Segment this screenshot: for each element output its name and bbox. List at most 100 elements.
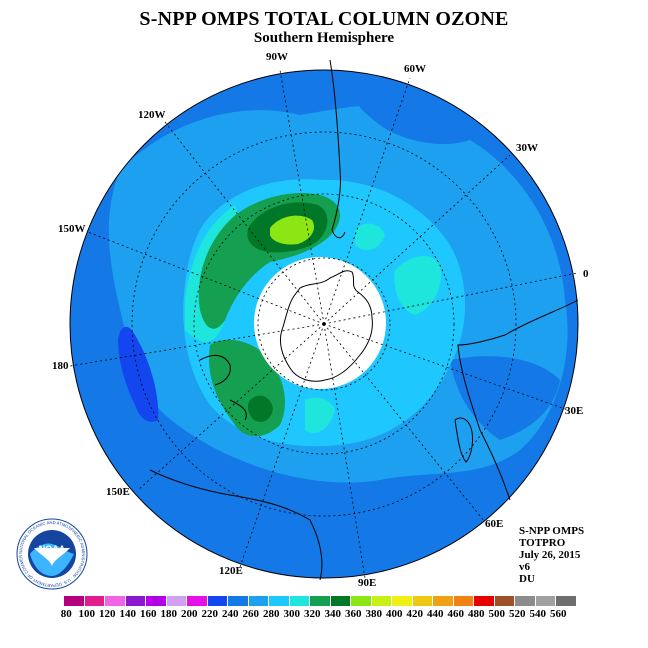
map-border [69,69,579,579]
continent-outlines [149,59,579,581]
field-aqua-patch-south [305,397,335,434]
colorbar-swatch [228,596,249,606]
lon-label-60e: 60E [485,518,504,530]
latitude-circle [193,193,455,455]
lon-label-60w: 60W [404,63,426,75]
colorbar-swatch [371,596,392,606]
page-title: S-NPP OMPS TOTAL COLUMN OZONE [139,8,509,30]
colorbar-swatch [207,596,228,606]
colorbar-tick-label: 320 [304,608,321,620]
colorbar-swatch [289,596,310,606]
colorbar-tick-label: 500 [488,608,506,620]
colorbar-swatch [125,596,146,606]
colorbar-tick-label: 280 [263,608,280,620]
colorbar-swatch [453,596,474,606]
lon-label-90e: 90E [358,577,377,589]
colorbar-swatch [474,596,495,606]
colorbar-tick-label: 160 [140,608,157,620]
colorbar-swatch [146,596,167,606]
field-blue-pocket-se [450,356,560,440]
colorbar-tick-label: 440 [427,608,444,620]
new-zealand-outline [199,354,231,386]
noaa-logo-text: NOAA [39,544,66,554]
colorbar-tick-label: 140 [119,608,137,620]
page-subtitle: Southern Hemisphere [253,30,395,46]
south-pole-dot [322,322,326,326]
lon-label-150w: 150W [58,223,86,235]
colorbar-tick-label: 100 [78,608,96,620]
colorbar-tick-label: 80 [60,608,72,620]
field-deep-blue-minimum [118,326,159,422]
info-instrument: S-NPP OMPS [519,525,585,537]
colorbar-tick-label: 420 [406,608,424,620]
colorbar-tick-label: 460 [447,608,465,620]
colorbar-tick-label: 400 [386,608,403,620]
colorbar-ticks: 80 100 120 140 160 180 200 220 240 260 280 300 320 34… [56,608,569,620]
colorbar-swatch [64,596,85,606]
island-chain-outline [229,399,247,421]
colorbar-swatch [412,596,433,606]
colorbar-tick-label: 300 [283,608,301,620]
colorbar-swatch [310,596,331,606]
colorbar-swatch [515,596,536,606]
lon-label-30w: 30W [516,142,538,154]
info-version: v6 [519,561,530,573]
colorbar-swatch [269,596,290,606]
colorbar-tick-label: 360 [345,608,362,620]
product-info: S-NPP OMPS TOTPRO July 26, 2015 v6 DU [519,525,584,585]
madagascar-outline [454,417,473,463]
colorbar-tick-label: 260 [242,608,260,620]
colorbar-swatch [187,596,208,606]
africa-outline [457,299,579,501]
field-dark-green-lower [247,395,273,422]
colorbar-tick-label: 220 [201,608,219,620]
colorbar-swatch [433,596,454,606]
meridian-line [323,77,411,325]
field-yellow-green-core [270,215,315,245]
lon-label-0: 0 [583,268,589,280]
meridian-line [323,323,569,411]
colorbar-swatch [494,596,515,606]
info-product: TOTPRO [519,537,566,549]
lon-label-180: 180 [52,360,69,372]
lon-label-120w: 120W [138,109,166,121]
colorbar-tick-label: 120 [99,608,116,620]
info-units: DU [519,573,535,585]
colorbar [64,596,577,606]
colorbar-swatch [392,596,413,606]
graticule [69,69,578,579]
colorbar-swatch [84,596,105,606]
lon-label-150e: 150E [106,486,130,498]
colorbar-tick-label: 540 [529,608,547,620]
field-aqua-patch-ne [355,223,385,251]
lon-label-30e: 30E [565,405,584,417]
colorbar-tick-label: 520 [509,608,526,620]
colorbar-swatch [330,596,351,606]
colorbar-tick-label: 480 [468,608,485,620]
meridian-line [323,272,578,325]
polar-night-cap [254,257,386,389]
australia-outline [149,469,323,581]
colorbar-tick-label: 180 [160,608,178,620]
field-blue-pocket-ne [356,90,470,145]
colorbar-swatch [351,596,372,606]
noaa-logo: NATIONAL OCEANIC AND ATMOSPHERIC ADMINIS… [16,518,88,590]
colorbar-tick-label: 380 [365,608,383,620]
latitude-circle [131,131,517,517]
meridian-line [137,323,325,491]
info-date: July 26, 2015 [519,549,581,561]
colorbar-swatch [248,596,269,606]
colorbar-swatch [535,596,556,606]
colorbar-swatch [556,596,577,606]
colorbar-tick-label: 340 [324,608,342,620]
lon-label-90w: 90W [266,51,288,63]
colorbar-swatch [105,596,126,606]
south-america-outline [329,59,346,239]
colorbar-swatch [166,596,187,606]
colorbar-tick-label: 240 [222,608,239,620]
field-aqua-patch-east [394,255,441,315]
colorbar-tick-label: 200 [181,608,198,620]
latitude-circle [257,257,391,391]
colorbar-tick-label: 560 [550,608,567,620]
